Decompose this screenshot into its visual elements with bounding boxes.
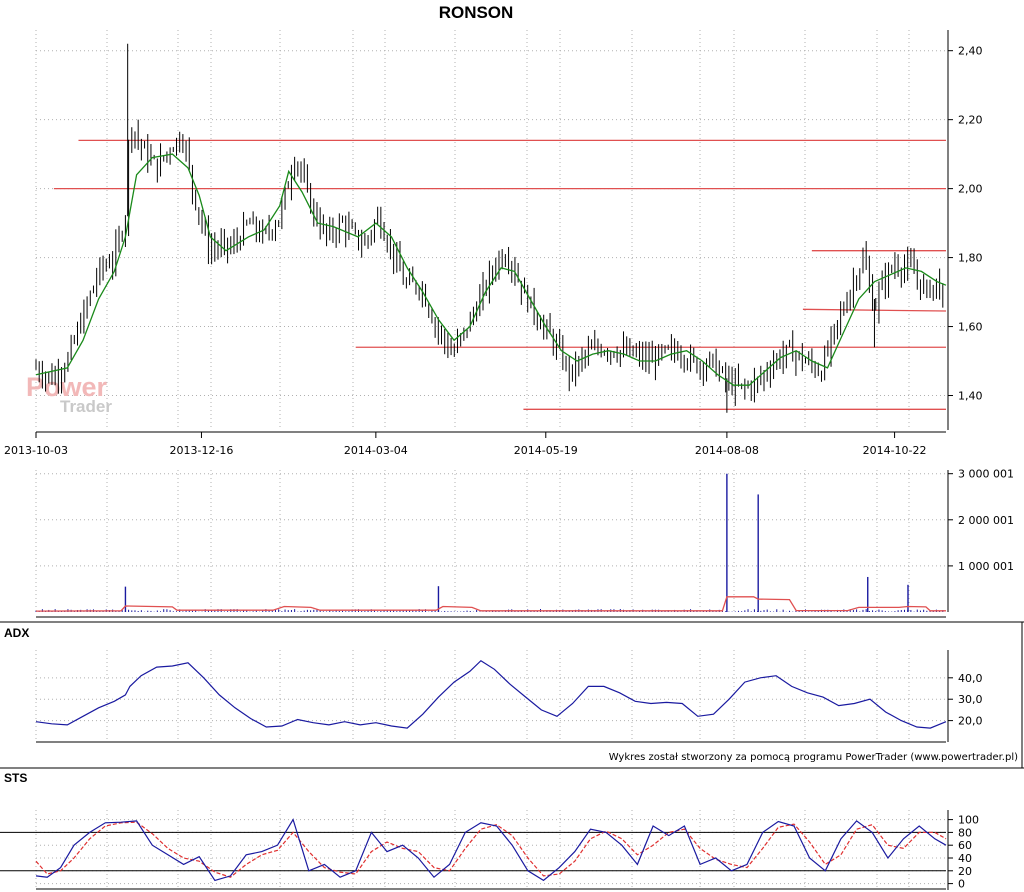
sts-d-line	[35, 821, 947, 878]
volume-average-line	[35, 596, 946, 612]
adx-panel	[35, 659, 947, 729]
volume-panel	[35, 473, 946, 612]
price-x-tick-label: 2014-10-22	[863, 444, 927, 457]
sts-y-tick-label: 40	[958, 852, 972, 865]
adx-y-tick-label: 20,0	[958, 715, 983, 728]
moving-average-line	[35, 153, 947, 386]
price-y-tick-label: 1,40	[958, 390, 983, 403]
sts-y-tick-label: 60	[958, 839, 972, 852]
sts-y-tick-label: 0	[958, 878, 965, 891]
price-x-tick-label: 2014-05-19	[514, 444, 578, 457]
adx-panel-title: ADX	[4, 626, 29, 640]
adx-y-tick-label: 30,0	[958, 693, 983, 706]
price-y-tick-label: 1,80	[958, 252, 983, 265]
price-x-tick-label: 2014-03-04	[344, 444, 408, 457]
price-x-tick-label: 2013-10-03	[4, 444, 68, 457]
sts-panel	[0, 818, 947, 882]
sts-panel-title: STS	[4, 771, 27, 785]
price-y-tick-label: 1,60	[958, 321, 983, 334]
sts-y-tick-label: 80	[958, 826, 972, 839]
sts-y-tick-label: 20	[958, 865, 972, 878]
price-y-tick-label: 2,20	[958, 114, 983, 127]
chart-title: RONSON	[439, 3, 514, 22]
sts-y-tick-label: 100	[958, 814, 979, 827]
price-x-tick-label: 2014-08-08	[695, 444, 759, 457]
volume-y-tick-label: 1 000 001	[958, 560, 1014, 573]
watermark-trader: Trader	[60, 397, 112, 416]
adx-line	[35, 659, 947, 729]
grid	[35, 30, 946, 890]
volume-y-tick-label: 2 000 001	[958, 514, 1014, 527]
axes: 1,40 1,60 1,80 2,00 2,20 2,40 2013-10-03 2013-1…	[4, 30, 1014, 891]
credit-text: Wykres został stworzony za pomocą progra…	[609, 752, 1018, 763]
sts-k-line	[35, 818, 947, 882]
price-panel	[35, 43, 947, 413]
volume-y-tick-label: 3 000 001	[958, 468, 1014, 481]
adx-y-tick-label: 40,0	[958, 672, 983, 685]
panel-frames	[0, 616, 1024, 890]
price-x-tick-label: 2013-12-16	[169, 444, 233, 457]
price-y-tick-label: 2,40	[958, 45, 983, 58]
price-y-tick-label: 2,00	[958, 183, 983, 196]
